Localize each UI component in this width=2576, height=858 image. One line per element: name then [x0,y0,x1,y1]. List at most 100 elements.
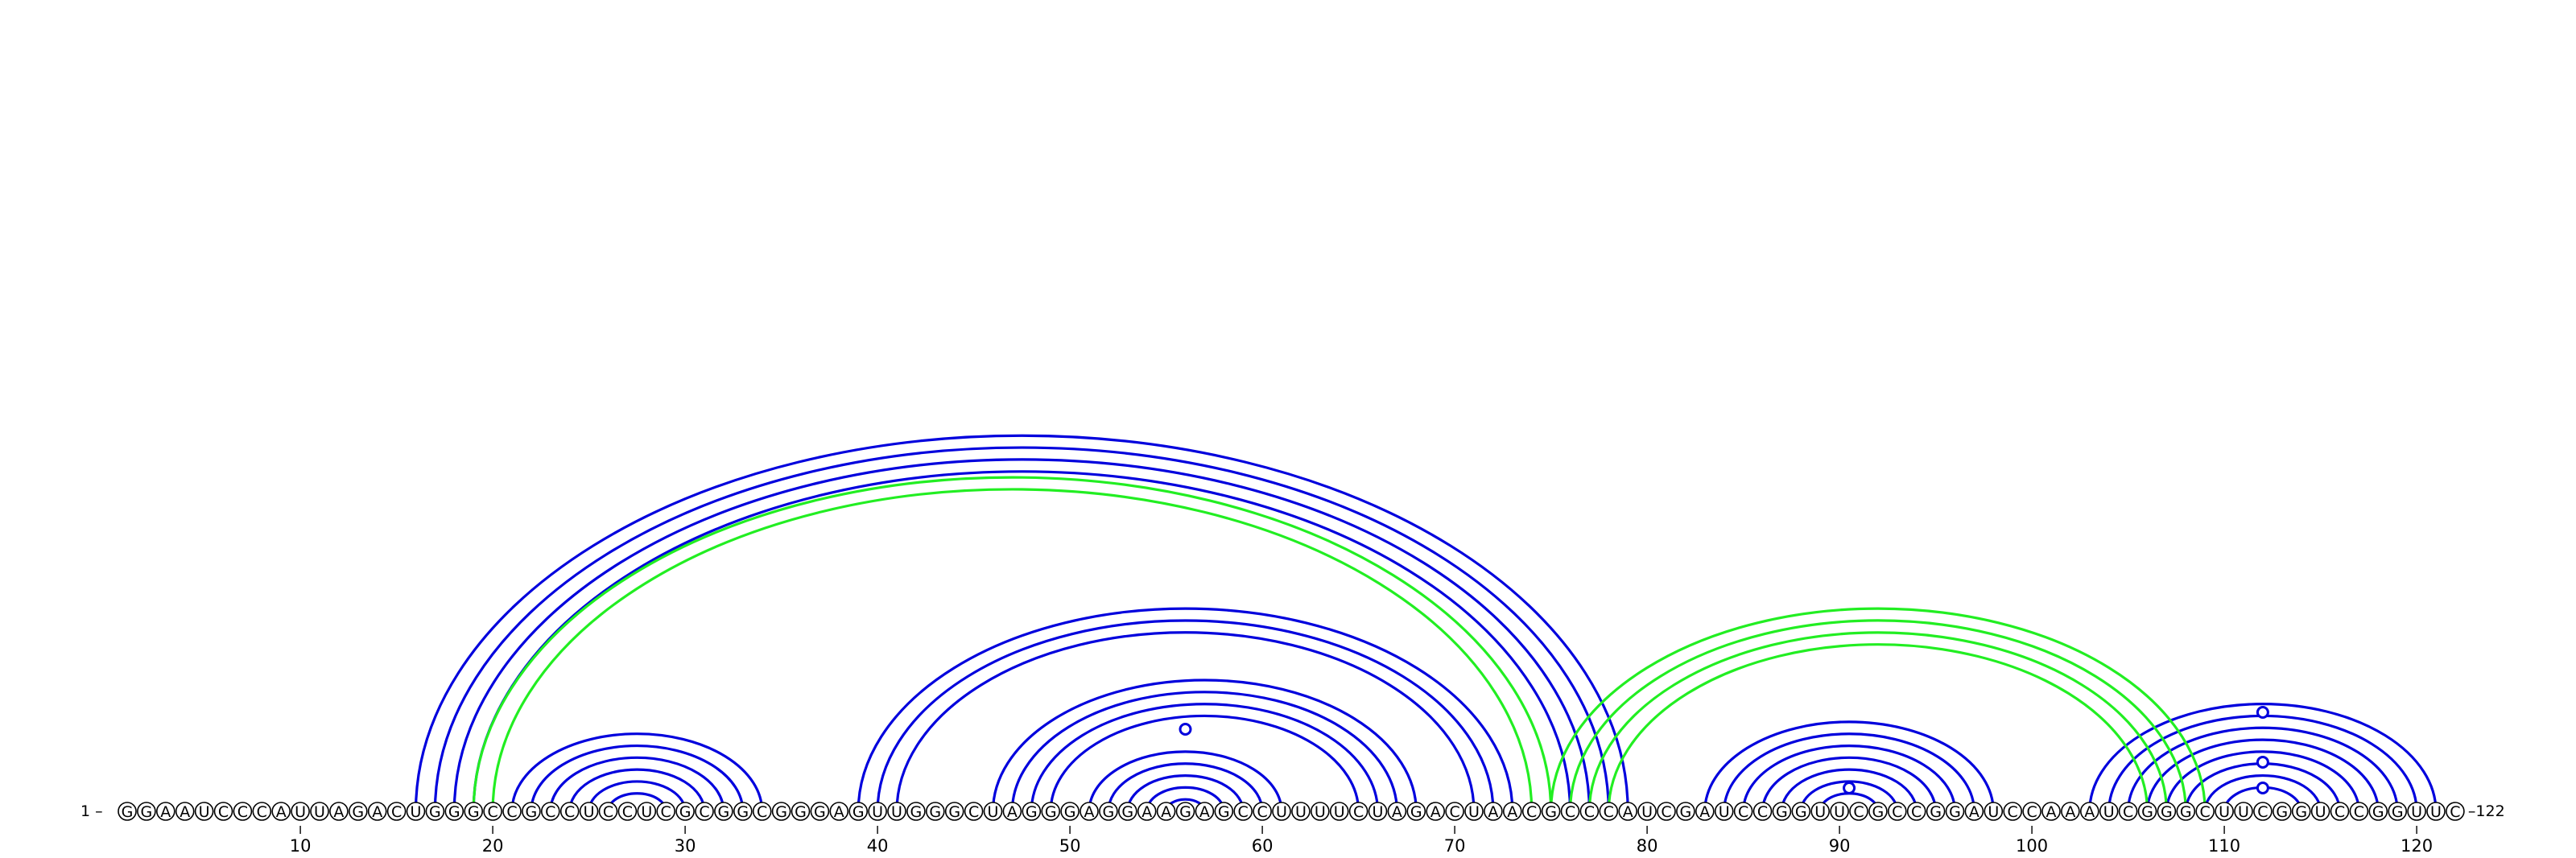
nucleotide-circle [1772,802,1792,821]
nucleotide: U [1329,802,1349,821]
nucleotide-letter: C [1911,803,1922,821]
nucleotide-letter: G [1680,803,1692,821]
nucleotide-circle [1464,802,1484,821]
markers-layer [1179,706,2269,794]
nucleotide-circle [1233,802,1253,821]
nucleotide-letter: C [622,803,633,821]
nucleotide-circle [1984,802,2004,821]
nucleotide-circle [1695,802,1715,821]
nucleotide-letter: G [775,803,787,821]
nucleotide-letter: U [2315,803,2326,821]
nucleotide-circle [944,802,964,821]
nucleotide-circle [522,802,541,821]
nucleotide: G [2291,802,2311,821]
nucleotide-circle [2195,802,2215,821]
pseudoknot-arc [1550,607,2207,812]
nucleotide-circle [1733,802,1753,821]
base-pair-arc [549,756,725,812]
nucleotide-letter: U [411,803,422,821]
nucleotide-circle [406,802,426,821]
nucleotide-circle [752,802,772,821]
nucleotide-letter: G [526,803,538,821]
nucleotide-circle [733,802,753,821]
nucleotide-letter: G [1930,803,1942,821]
nucleotide-circle [1714,802,1734,821]
nucleotide: G [2137,802,2157,821]
nucleotide: A [1137,802,1157,821]
nucleotide-letter: U [1468,803,1480,821]
nucleotide-letter: G [141,803,153,821]
nucleotide-circle [868,802,887,821]
nucleotide-letter: C [1604,803,1614,821]
nucleotide-letter: G [468,803,480,821]
nucleotide-letter: G [122,803,134,821]
tick-label: 40 [867,836,889,856]
nucleotide-letter: C [2008,803,2018,821]
nucleotide-circle [2349,802,2369,821]
nucleotide-letter: G [1179,803,1191,821]
nucleotide: G [2273,802,2292,821]
nucleotide-letter: C [603,803,613,821]
nucleotide: C [2118,802,2138,821]
nucleotide-circle [1253,802,1272,821]
nucleotide-circle [1195,802,1215,821]
nucleotide-circle [2330,802,2350,821]
nucleotide-letter: C [545,803,555,821]
nucleotide: G [1868,802,1888,821]
nucleotide: G [1118,802,1137,821]
nucleotide-letter: U [1276,803,1287,821]
nucleotide-letter: U [641,803,652,821]
nucleotide-circle [2137,802,2157,821]
nucleotide-circle [1348,802,1368,821]
nucleotide: G [2388,802,2407,821]
nucleotide-circle [2368,802,2388,821]
nucleotide-circle [2003,802,2022,821]
nucleotide-circle [483,802,502,821]
nucleotide: C [1599,802,1619,821]
base-pair-arc [2127,726,2399,812]
arcs-layer [414,434,2438,812]
nucleotide: U [579,802,599,821]
nucleotide-letter: U [1988,803,1999,821]
nucleotide-letter: A [372,803,382,821]
base-pair-arc [991,679,1418,812]
nucleotide-letter: C [968,803,979,821]
nucleotide-letter: A [1969,803,1979,821]
base-pair-arc [1742,744,1957,812]
nucleotide-circle [1387,802,1407,821]
nucleotide-letter: A [1392,803,1402,821]
nucleotide-letter: G [1121,803,1133,821]
nucleotide-circle [464,802,484,821]
nucleotide: C [598,802,618,821]
nucleotide: C [617,802,638,821]
nucleotide-circle [2426,802,2446,821]
nucleotide: U [637,802,657,821]
nucleotide-letter: U [295,803,306,821]
nucleotide-circle [906,802,926,821]
nucleotide: G [906,802,926,821]
nucleotide-letter: G [2276,803,2288,821]
nucleotide: G [1676,802,1695,821]
nucleotide-circle [1329,802,1349,821]
nucleotide-circle [1676,802,1695,821]
nucleotide-letter: C [1757,803,1768,821]
nucleotide: C [1521,802,1542,821]
nucleotide-letter: G [910,803,923,821]
nucleotide: U [868,802,887,821]
arc-marker [1843,782,1856,794]
nucleotide-letter: C [218,803,229,821]
base-pair-arc [433,446,1610,812]
nucleotide-letter: G [1776,803,1788,821]
nucleotide-circle [964,802,984,821]
nucleotide-circle [175,802,195,821]
base-pair-arc [1799,780,1899,812]
tick-label: 80 [1637,836,1658,856]
nucleotide-letter: A [1007,803,1018,821]
nucleotide: C [1560,802,1580,821]
nucleotide: A [1387,802,1407,821]
sequence-end-label: –122 [2468,802,2505,820]
nucleotide-letter: C [699,803,709,821]
nucleotide-letter: C [1526,803,1537,821]
nucleotide: G [348,802,368,821]
nucleotide-circle [540,802,560,821]
